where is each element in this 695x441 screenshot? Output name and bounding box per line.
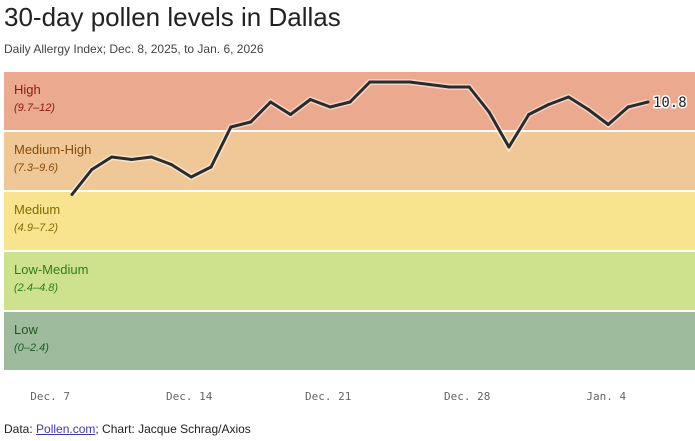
data-point [606,123,610,126]
band-low: Low (0–2.4) [4,312,695,370]
band-label: Medium-High [14,142,92,157]
data-point [368,80,372,84]
data-point [288,113,292,116]
data-point [467,85,471,89]
band-range: (0–2.4) [14,342,49,354]
data-point [110,155,114,159]
footer-prefix: Data: [4,422,37,436]
data-point [567,95,570,99]
source-link[interactable]: Pollen.com [36,422,96,436]
chart-title: 30-day pollen levels in Dallas [4,2,341,32]
data-point [408,80,412,84]
data-point [427,83,431,86]
footer: Data: Pollen.com; Chart: Jacque Schrag/A… [4,422,251,436]
data-point [70,193,74,196]
data-point [249,120,253,124]
data-point [130,158,134,161]
band-label: Low-Medium [14,262,89,277]
band-label: Medium [14,202,61,217]
data-point [547,103,551,106]
band-low-medium: Low-Medium (2.4–4.8) [4,252,695,310]
band-range: (7.3–9.6) [14,162,59,174]
data-point [507,145,511,149]
data-point [269,100,273,104]
band-medium: Medium (4.9–7.2) [4,192,695,250]
band-medium-high: Medium-High (7.3–9.6) [4,132,695,190]
data-point [388,80,392,84]
chart-subtitle: Daily Allergy Index; Dec. 8, 2025, to Ja… [4,42,264,56]
data-point [229,125,233,129]
data-point [626,105,630,109]
data-point [90,168,94,171]
band-range: (2.4–4.8) [14,282,59,294]
band-label: High [14,82,41,97]
band-range: (9.7–12) [14,102,55,114]
data-point [308,98,312,101]
pollen-line [70,80,649,196]
band-range: (4.9–7.2) [14,222,59,234]
footer-credit: ; Chart: Jacque Schrag/Axios [95,422,251,436]
x-tick-label: Jan. 4 [586,390,627,403]
last-value-label: 10.8 [653,95,687,111]
data-point [209,165,213,169]
data-point [348,100,352,104]
x-tick-label: Dec. 7 [30,390,70,403]
x-tick-label: Dec. 21 [304,390,352,403]
band-label: Low [14,322,38,337]
data-point [527,113,531,116]
data-point [447,85,451,89]
data-point [169,163,173,166]
data-point [189,175,193,179]
data-point [487,110,491,114]
data-point [328,105,332,109]
x-tick-label: Dec. 28 [444,390,491,403]
data-point [586,108,590,111]
x-tick-label: Dec. 14 [165,390,213,403]
data-point [646,100,650,104]
data-point [149,155,153,159]
